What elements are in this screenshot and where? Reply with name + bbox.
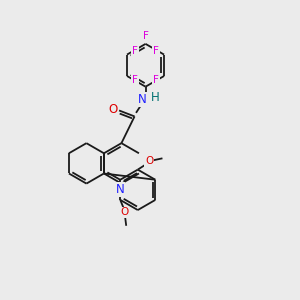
Text: O: O [145,156,153,166]
Text: H: H [151,92,159,104]
Text: O: O [121,207,129,218]
Text: F: F [132,75,138,85]
Text: F: F [153,46,159,56]
Text: O: O [108,103,117,116]
Text: N: N [116,183,124,196]
Text: F: F [153,75,159,85]
Text: N: N [138,93,146,106]
Text: F: F [142,31,148,41]
Text: F: F [132,46,138,56]
